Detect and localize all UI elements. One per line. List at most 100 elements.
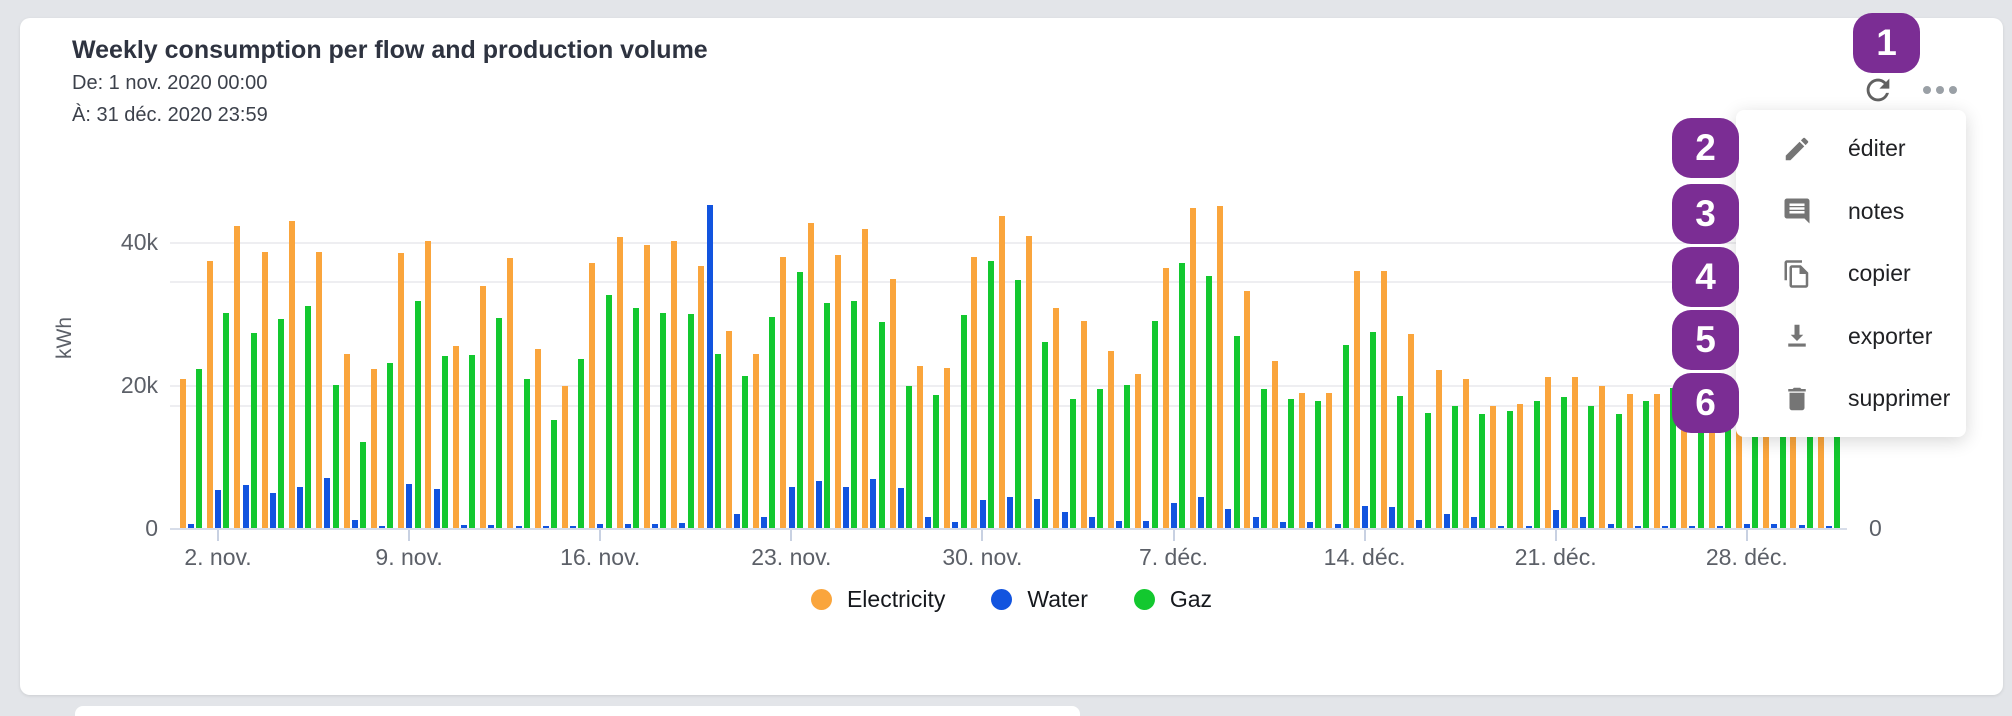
bar-water-10déc [1252,517,1259,528]
legend-item-water[interactable]: Water [991,586,1088,613]
bar-water-1déc [1006,497,1013,528]
bar-water-14nov [542,526,549,528]
y-tick-40k: 40k [120,229,158,255]
date-from: De: 1 nov. 2020 00:00 [72,72,268,94]
page-title: Weekly consumption per flow and producti… [72,36,708,64]
bar-electricity-4nov [261,252,268,528]
bar-water-10nov [433,489,440,528]
bar-gaz-13nov [523,379,530,528]
bar-gaz-20déc [1533,401,1540,528]
bar-gaz-12nov [496,318,503,528]
bar-gaz-24déc [1643,401,1649,528]
bar-electricity-27déc [1708,399,1715,528]
gridline-right-axis-upper [170,281,1847,283]
bar-electricity-5nov [288,221,295,528]
bar-water-12déc [1307,522,1314,528]
menu-item-copy[interactable]: copier [1736,244,1966,304]
bar-gaz-10nov [441,356,448,528]
bar-water-11déc [1279,522,1286,528]
refresh-button[interactable] [1858,70,1898,110]
bar-gaz-14nov [551,420,557,528]
bar-water-28nov [925,517,931,528]
bar-water-30nov [979,500,986,528]
bar-gaz-28déc [1752,396,1759,528]
legend-label: Gaz [1169,586,1213,612]
bar-water-25déc [1662,526,1669,528]
bar-electricity-2déc [1026,236,1032,528]
bar-gaz-15nov [578,359,585,528]
menu-item-export[interactable]: exporter [1736,306,1966,366]
bar-water-9déc [1225,509,1232,528]
bar-electricity-4déc [1080,321,1087,528]
bar-water-7déc [1170,503,1177,528]
menu-item-delete[interactable]: supprimer [1736,369,1966,429]
bar-gaz-22déc [1588,406,1595,528]
context-menu: éditer notes copier exporter supprimer [1736,110,1966,437]
bar-electricity-28nov [916,366,923,528]
x-axis-tick [217,528,219,541]
plot-area: 2. nov. 9. nov. 16. nov. 23. nov. 30. nov. 7.… [170,168,1847,570]
bar-water-20déc [1525,526,1532,528]
bar-electricity-29déc [1763,396,1770,528]
trash-icon [1788,387,1806,410]
bar-water-3déc [1061,512,1068,528]
bar-gaz-18nov [660,313,667,528]
bar-gaz-26nov [878,322,885,528]
bar-electricity-21nov [725,331,732,528]
legend-item-electricity[interactable]: Electricity [810,586,945,613]
bar-electricity-28déc [1735,392,1742,528]
bar-water-4déc [1088,517,1095,528]
bar-gaz-14déc [1370,332,1376,528]
menu-item-edit[interactable]: éditer [1736,119,1966,179]
next-card-peek [75,706,1080,716]
x-axis-tick [408,528,411,541]
bar-electricity-12nov [480,286,486,528]
comment-icon [1784,198,1810,224]
bar-water-8déc [1198,497,1204,528]
bar-water-23déc [1607,524,1614,528]
bar-gaz-28nov [933,395,940,528]
x-axis-tick [981,528,984,541]
bar-water-1nov [187,524,194,528]
bar-electricity-25déc [1653,394,1660,528]
bar-gaz-9nov [414,301,421,528]
bar-gaz-29déc [1779,399,1786,528]
bar-gaz-8déc [1206,276,1213,528]
refresh-icon [1866,78,1890,102]
bar-gaz-23déc [1615,414,1622,528]
bar-water-7nov [351,520,358,528]
bar-electricity-18nov [643,245,650,528]
bar-gaz-21déc [1561,397,1568,528]
bar-gaz-2déc [1042,342,1049,528]
bar-water-17déc [1443,514,1450,528]
annotation-badge-6: 6 [1672,373,1739,433]
bar-electricity-29nov [944,368,951,528]
bar-gaz-30déc [1806,396,1813,528]
x-axis-label: 7. déc. [1138,544,1209,570]
bar-electricity-2nov [207,261,213,528]
legend-item-gaz[interactable]: Gaz [1133,586,1213,613]
x-axis-label: 21. déc. [1514,544,1597,570]
menu-item-notes[interactable]: notes [1736,181,1966,241]
bar-gaz-31déc [1834,399,1841,528]
bar-electricity-20nov [698,266,705,528]
bar-water-14déc [1361,506,1368,528]
bar-water-19nov [679,523,686,528]
bar-gaz-15déc [1397,396,1404,528]
x-axis-tick [1172,528,1175,541]
bar-water-24nov [815,481,822,528]
bar-electricity-7nov [343,354,350,528]
bar-electricity-30déc [1790,389,1797,528]
bar-water-18déc [1471,517,1477,528]
x-axis-tick [1554,528,1557,541]
gridline-20k [170,385,1847,387]
bar-electricity-17nov [616,237,623,528]
gridline-40k [170,242,1847,244]
bar-water-27nov [897,488,904,528]
download-icon [1788,324,1806,347]
bar-water-22déc [1580,517,1587,528]
bar-water-21nov [733,514,740,528]
more-options-button[interactable] [1920,70,1960,110]
bar-gaz-6nov [332,385,339,528]
bar-water-25nov [843,487,850,528]
